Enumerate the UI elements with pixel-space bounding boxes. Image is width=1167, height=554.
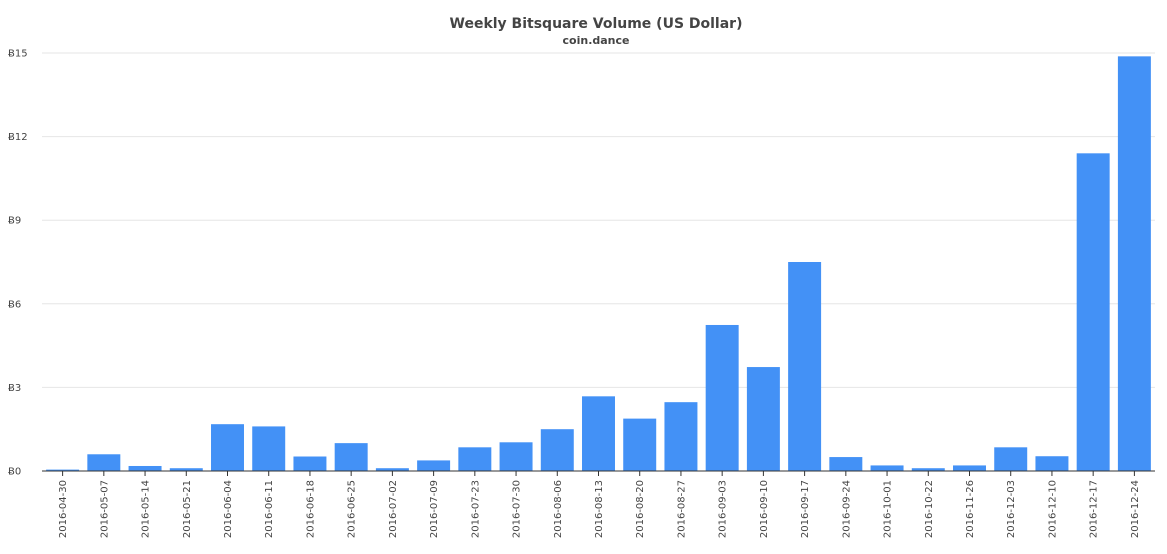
- x-tick-label: 2016-08-06: [553, 480, 564, 538]
- bars: [46, 56, 1151, 472]
- y-tick-label: Ƀ15: [8, 49, 28, 60]
- x-tick-label: 2016-12-17: [1089, 480, 1100, 538]
- bar[interactable]: [540, 429, 574, 471]
- x-tick-label: 2016-06-25: [347, 480, 358, 538]
- bar[interactable]: [87, 454, 121, 471]
- x-axis-ticks: 2016-04-30 2016-05-07 2016-05-14 2016-05-21…: [58, 471, 1141, 538]
- chart-title: Weekly Bitsquare Volume (US Dollar): [450, 16, 743, 32]
- bar[interactable]: [623, 418, 657, 471]
- bar[interactable]: [664, 402, 698, 471]
- x-tick-label: 2016-08-13: [594, 480, 605, 538]
- x-tick-label: 2016-12-10: [1047, 480, 1058, 538]
- bar[interactable]: [458, 447, 492, 471]
- bar[interactable]: [829, 457, 863, 471]
- x-tick-label: 2016-10-22: [924, 480, 935, 538]
- y-tick-label: Ƀ3: [8, 383, 21, 394]
- y-tick-label: Ƀ12: [8, 132, 28, 143]
- x-tick-label: 2016-06-18: [305, 480, 316, 538]
- bar[interactable]: [128, 465, 162, 471]
- x-tick-label: 2016-08-27: [676, 480, 687, 538]
- bar[interactable]: [375, 468, 409, 471]
- bar[interactable]: [705, 324, 739, 471]
- x-tick-label: 2016-09-10: [759, 480, 770, 538]
- x-tick-label: 2016-07-09: [429, 480, 440, 538]
- x-tick-label: 2016-07-30: [512, 480, 523, 538]
- bar[interactable]: [499, 442, 533, 471]
- x-tick-label: 2016-09-24: [841, 480, 852, 538]
- x-tick-label: 2016-09-03: [718, 480, 729, 538]
- bar[interactable]: [293, 456, 327, 471]
- bar[interactable]: [417, 460, 451, 471]
- x-tick-label: 2016-12-24: [1130, 480, 1141, 538]
- chart-subtitle: coin.dance: [563, 34, 630, 47]
- bar[interactable]: [994, 447, 1028, 471]
- x-tick-label: 2016-05-14: [141, 480, 152, 538]
- bar[interactable]: [911, 468, 945, 471]
- y-tick-label: Ƀ6: [8, 299, 21, 310]
- bar[interactable]: [870, 465, 904, 471]
- x-tick-label: 2016-06-11: [264, 480, 275, 538]
- x-tick-label: 2016-04-30: [58, 480, 69, 538]
- x-tick-label: 2016-12-03: [1006, 480, 1017, 538]
- bar[interactable]: [46, 469, 80, 471]
- bar[interactable]: [746, 367, 780, 471]
- y-axis-ticks: Ƀ0 Ƀ3 Ƀ6 Ƀ9 Ƀ12 Ƀ15: [8, 49, 28, 478]
- x-tick-label: 2016-05-07: [99, 480, 110, 538]
- bar[interactable]: [211, 424, 244, 471]
- x-tick-label: 2016-09-17: [800, 480, 811, 538]
- x-tick-label: 2016-08-20: [635, 480, 646, 538]
- bar[interactable]: [1076, 153, 1110, 471]
- bar[interactable]: [252, 426, 286, 471]
- x-tick-label: 2016-10-01: [883, 480, 894, 538]
- gridlines: [42, 52, 1155, 388]
- bar[interactable]: [788, 262, 822, 471]
- x-tick-label: 2016-06-04: [223, 480, 234, 538]
- x-tick-label: 2016-05-21: [182, 480, 193, 538]
- bar[interactable]: [334, 443, 368, 471]
- bar[interactable]: [1035, 456, 1069, 471]
- x-tick-label: 2016-11-26: [965, 480, 976, 538]
- bar[interactable]: [169, 468, 203, 471]
- bar[interactable]: [953, 465, 986, 471]
- x-tick-label: 2016-07-23: [470, 480, 481, 538]
- bar[interactable]: [582, 396, 615, 471]
- y-tick-label: Ƀ0: [8, 467, 21, 478]
- bar[interactable]: [1117, 56, 1151, 472]
- x-tick-label: 2016-07-02: [388, 480, 399, 538]
- y-tick-label: Ƀ9: [8, 216, 21, 227]
